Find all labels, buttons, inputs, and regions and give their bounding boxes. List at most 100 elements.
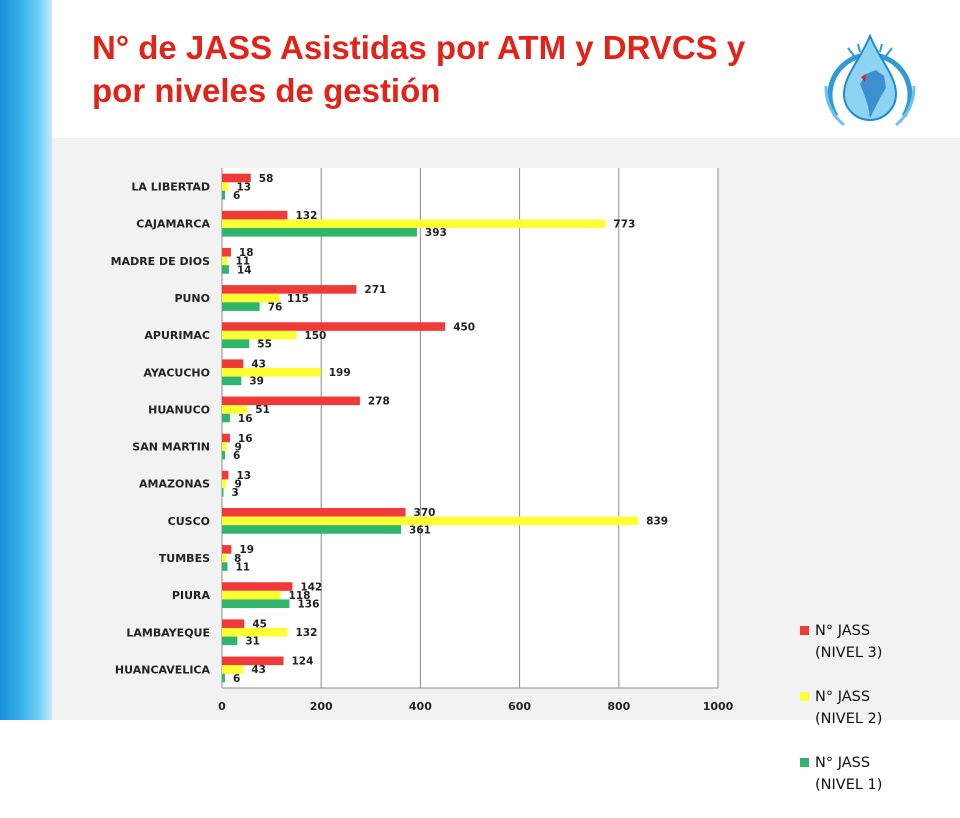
bar [222, 516, 639, 526]
bar [222, 322, 446, 331]
data-label: 9 [234, 479, 241, 491]
x-tick-label: 1000 [703, 700, 734, 713]
bar [222, 405, 248, 414]
x-tick-label: 600 [508, 700, 531, 713]
data-label: 55 [257, 339, 272, 351]
bar [222, 553, 226, 563]
category-label: TUMBES [159, 552, 210, 565]
bar [222, 545, 232, 554]
legend-label: N° JASS (NIVEL 1) [815, 755, 883, 793]
data-label: 11 [235, 256, 250, 268]
bar [222, 413, 230, 423]
bar [222, 656, 284, 666]
data-label: 142 [300, 581, 322, 593]
bar [222, 488, 224, 497]
data-label: 361 [409, 524, 431, 536]
data-label: 16 [238, 413, 253, 425]
bar [222, 665, 244, 674]
data-label: 16 [238, 433, 253, 445]
legend-swatch [800, 758, 809, 767]
category-label: LA LIBERTAD [131, 181, 210, 194]
legend-item: N° JASS (NIVEL 3) [800, 620, 960, 686]
bar [222, 228, 417, 237]
data-label: 150 [304, 330, 326, 342]
plot-area [222, 168, 718, 688]
bar [222, 590, 281, 600]
bar [222, 293, 280, 303]
bar [222, 256, 228, 266]
data-label: 45 [252, 618, 267, 630]
bar [222, 442, 227, 451]
bar [222, 396, 360, 406]
data-label: 13 [236, 470, 251, 482]
bar [222, 433, 230, 443]
data-label: 18 [239, 247, 254, 259]
data-label: 393 [425, 227, 447, 239]
chart-panel: 0 200 400 600 800 1000 LA LIBERTAD 58 13 6 CAJAMAR… [52, 138, 960, 793]
data-label: 13 [236, 181, 251, 193]
category-label: AYACUCHO [143, 366, 210, 379]
bar [222, 376, 242, 386]
category-label: SAN MARTIN [132, 441, 210, 454]
category-label: MADRE DE DIOS [111, 255, 210, 268]
bar [222, 450, 225, 460]
data-label: 132 [295, 627, 317, 639]
data-label: 39 [249, 376, 264, 388]
data-label: 370 [414, 507, 436, 519]
data-label: 132 [295, 210, 317, 222]
bar [222, 470, 229, 480]
legend-label: N° JASS (NIVEL 3) [815, 623, 883, 661]
bar [222, 265, 229, 274]
bar [222, 285, 357, 294]
data-label: 3 [231, 487, 238, 499]
data-label: 124 [292, 656, 314, 668]
bar [222, 582, 293, 591]
page-title: N° de JASS Asistidas por ATM y DRVCS y p… [92, 29, 746, 109]
x-tick-label: 200 [310, 700, 333, 713]
water-drop-south-america-logo-icon [824, 33, 916, 127]
data-label: 11 [235, 561, 250, 573]
bar [222, 562, 228, 571]
bar [222, 302, 260, 311]
legend-label: N° JASS (NIVEL 2) [815, 689, 883, 727]
bar [222, 190, 225, 200]
data-label: 6 [233, 190, 240, 202]
category-label: CUSCO [168, 515, 210, 528]
bar [222, 330, 297, 340]
data-label: 31 [245, 636, 260, 648]
category-label: APURIMAC [144, 329, 210, 342]
data-label: 19 [239, 544, 254, 556]
x-tick-label: 400 [409, 700, 432, 713]
legend-item: N° JASS (NIVEL 2) [800, 686, 960, 752]
data-label: 43 [251, 358, 266, 370]
category-label: AMAZONAS [139, 478, 210, 491]
data-label: 839 [646, 516, 668, 528]
data-label: 450 [453, 321, 475, 333]
bar [222, 507, 406, 517]
legend-item: N° JASS (NIVEL 1) [800, 752, 960, 818]
data-label: 58 [259, 173, 274, 185]
data-label: 118 [289, 590, 311, 602]
data-label: 199 [329, 367, 351, 379]
bar [222, 636, 238, 646]
chart-legend: N° JASS (NIVEL 3) N° JASS (NIVEL 2) N° JAS… [800, 620, 960, 818]
bar [222, 599, 290, 609]
data-label: 8 [234, 553, 241, 565]
bar [222, 173, 251, 183]
data-label: 14 [237, 264, 252, 276]
bar [222, 210, 288, 220]
data-label: 9 [234, 441, 241, 453]
data-label: 51 [255, 404, 270, 416]
data-label: 278 [368, 396, 390, 408]
category-label: HUANCAVELICA [115, 663, 211, 676]
data-label: 6 [233, 673, 240, 685]
bar [222, 673, 225, 683]
x-tick-label: 0 [218, 700, 226, 713]
bar [222, 619, 245, 628]
legend-swatch [800, 626, 809, 635]
bar [222, 219, 606, 229]
data-label: 136 [297, 599, 319, 611]
bar [222, 359, 244, 368]
data-label: 773 [613, 219, 635, 231]
